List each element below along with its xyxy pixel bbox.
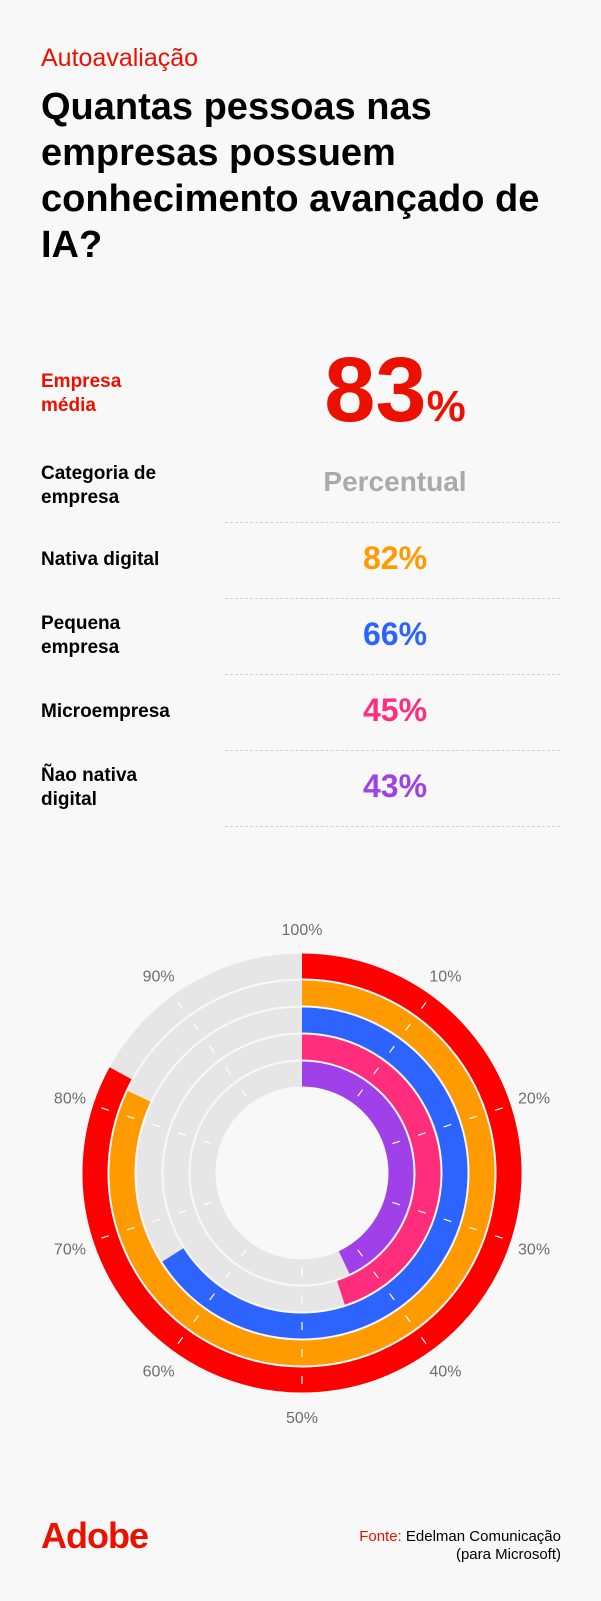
ring-bar [301, 1061, 414, 1274]
ring-bar [162, 1007, 468, 1339]
source-line1: Edelman Comunicação [405, 1528, 561, 1545]
tick-mark [177, 1336, 184, 1345]
tick-mark [178, 1210, 187, 1214]
tick-mark [417, 1132, 426, 1136]
tick-mark [203, 1201, 212, 1206]
row-label: Ñao nativa digital [41, 765, 138, 810]
source-line2: (para Microsoft) [455, 1546, 561, 1563]
radial-chart: 10% 20% 30% 40% 50% 60% 70% 80% 90% 100% [54, 922, 550, 1427]
tick-mark [178, 1132, 187, 1136]
tick-mark [420, 1336, 427, 1345]
kicker: Autoavaliação [41, 44, 199, 72]
tick-mark [193, 1023, 200, 1031]
tick-mark [373, 1271, 379, 1279]
tick-mark [417, 1210, 426, 1214]
tick-mark [177, 1001, 184, 1010]
tick-mark [392, 1140, 401, 1145]
average-unit: % [426, 382, 466, 431]
divider [225, 750, 560, 751]
row-value: 82% [362, 540, 428, 576]
tick-label: 60% [143, 1363, 175, 1380]
tick-mark [101, 1235, 110, 1239]
tick-label: 30% [518, 1241, 550, 1258]
tick-mark [209, 1293, 215, 1301]
tick-mark [494, 1235, 503, 1239]
tick-mark [494, 1107, 503, 1111]
adobe-logo: Adobe [41, 1515, 149, 1556]
tick-label: 10% [429, 969, 461, 986]
source-credit: Fonte: Edelman Comunicação (para Microso… [359, 1528, 561, 1564]
tick-mark [101, 1107, 110, 1111]
tick-mark [203, 1140, 212, 1145]
page-title: Quantas pessoas nas empresas possuem con… [41, 86, 540, 266]
tick-mark [404, 1023, 411, 1031]
tick-label: 70% [54, 1241, 86, 1258]
divider [225, 598, 560, 599]
tick-label: 50% [286, 1410, 318, 1427]
divider [225, 826, 560, 827]
tick-mark [392, 1201, 401, 1206]
average-label: Empresa média [41, 371, 122, 416]
tick-mark [126, 1115, 135, 1120]
tick-mark [443, 1123, 452, 1128]
average-number: 83 [324, 339, 427, 441]
tick-label: 100% [282, 922, 323, 939]
tick-mark [469, 1226, 478, 1231]
tick-mark [152, 1218, 161, 1223]
tick-mark [240, 1249, 247, 1257]
row-label: Nativa digital [41, 549, 160, 570]
divider [225, 522, 560, 523]
tick-label: 40% [429, 1363, 461, 1380]
tick-label: 20% [518, 1091, 550, 1108]
tick-label: 80% [54, 1091, 86, 1108]
tick-mark [126, 1226, 135, 1231]
tick-mark [469, 1115, 478, 1120]
ring-bar [82, 953, 522, 1393]
tick-mark [389, 1045, 395, 1053]
row-label: Microempresa [41, 701, 170, 722]
divider [225, 674, 560, 675]
tick-mark [420, 1001, 427, 1010]
ring-bar [301, 1034, 441, 1305]
column-header-category: Categoria de empresa [41, 463, 157, 508]
tick-mark [240, 1089, 247, 1097]
tick-mark [225, 1271, 231, 1279]
average-value: 83% [250, 340, 540, 457]
row-value: 66% [362, 616, 428, 652]
tick-mark [357, 1249, 364, 1257]
tick-mark [209, 1045, 215, 1053]
tick-label: 90% [143, 969, 175, 986]
tick-mark [373, 1067, 379, 1075]
column-header-percent: Percentual [323, 466, 467, 497]
tick-mark [404, 1315, 411, 1323]
tick-mark [225, 1067, 231, 1075]
row-value: 43% [362, 768, 428, 804]
source-key: Fonte: [359, 1528, 402, 1545]
tick-mark [389, 1293, 395, 1301]
row-value: 45% [362, 692, 428, 728]
tick-mark [443, 1218, 452, 1223]
ring-bar [109, 980, 495, 1366]
tick-mark [357, 1089, 364, 1097]
tick-mark [193, 1315, 200, 1323]
tick-mark [152, 1123, 161, 1128]
row-label: Pequena empresa [41, 613, 121, 658]
